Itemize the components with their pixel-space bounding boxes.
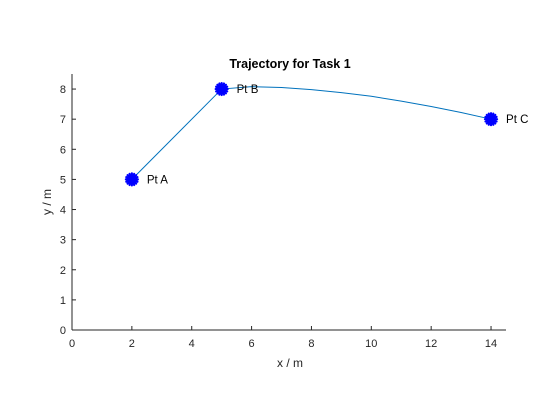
chart-title: Trajectory for Task 1 bbox=[229, 57, 350, 71]
y-axis-label: y / m bbox=[40, 189, 54, 215]
x-tick-label: 6 bbox=[249, 338, 255, 350]
y-tick-label: 1 bbox=[60, 295, 66, 307]
trajectory-line bbox=[131, 86, 492, 180]
points-layer: Pt A Pt B Pt C bbox=[124, 81, 528, 187]
y-tick-label: 6 bbox=[60, 144, 66, 156]
x-tick-label: 4 bbox=[189, 338, 195, 350]
x-tick-label: 12 bbox=[425, 338, 437, 350]
x-ticks: 0 2 4 6 8 10 12 14 bbox=[69, 326, 497, 350]
y-tick-label: 4 bbox=[60, 205, 66, 217]
point-label: Pt B bbox=[237, 84, 259, 96]
x-axis-label: x / m bbox=[277, 356, 303, 370]
y-tick-label: 3 bbox=[60, 235, 66, 247]
point-label: Pt A bbox=[147, 174, 168, 186]
x-tick-label: 0 bbox=[69, 338, 75, 350]
x-tick-label: 2 bbox=[129, 338, 135, 350]
y-tick-label: 8 bbox=[60, 84, 66, 96]
y-tick-label: 2 bbox=[60, 265, 66, 277]
point-marker-pt-a bbox=[124, 172, 139, 187]
y-tick-label: 5 bbox=[60, 174, 66, 186]
point-marker-pt-c bbox=[483, 112, 499, 127]
x-tick-label: 14 bbox=[485, 338, 497, 350]
x-tick-label: 8 bbox=[308, 338, 314, 350]
y-tick-label: 0 bbox=[60, 325, 66, 337]
x-tick-label: 10 bbox=[365, 338, 377, 350]
y-ticks: 0 1 2 3 4 5 6 7 8 bbox=[60, 84, 76, 337]
y-tick-label: 7 bbox=[60, 114, 66, 126]
series-layer bbox=[131, 86, 492, 180]
point-marker-pt-b bbox=[214, 81, 229, 97]
point-label: Pt C bbox=[506, 114, 528, 126]
